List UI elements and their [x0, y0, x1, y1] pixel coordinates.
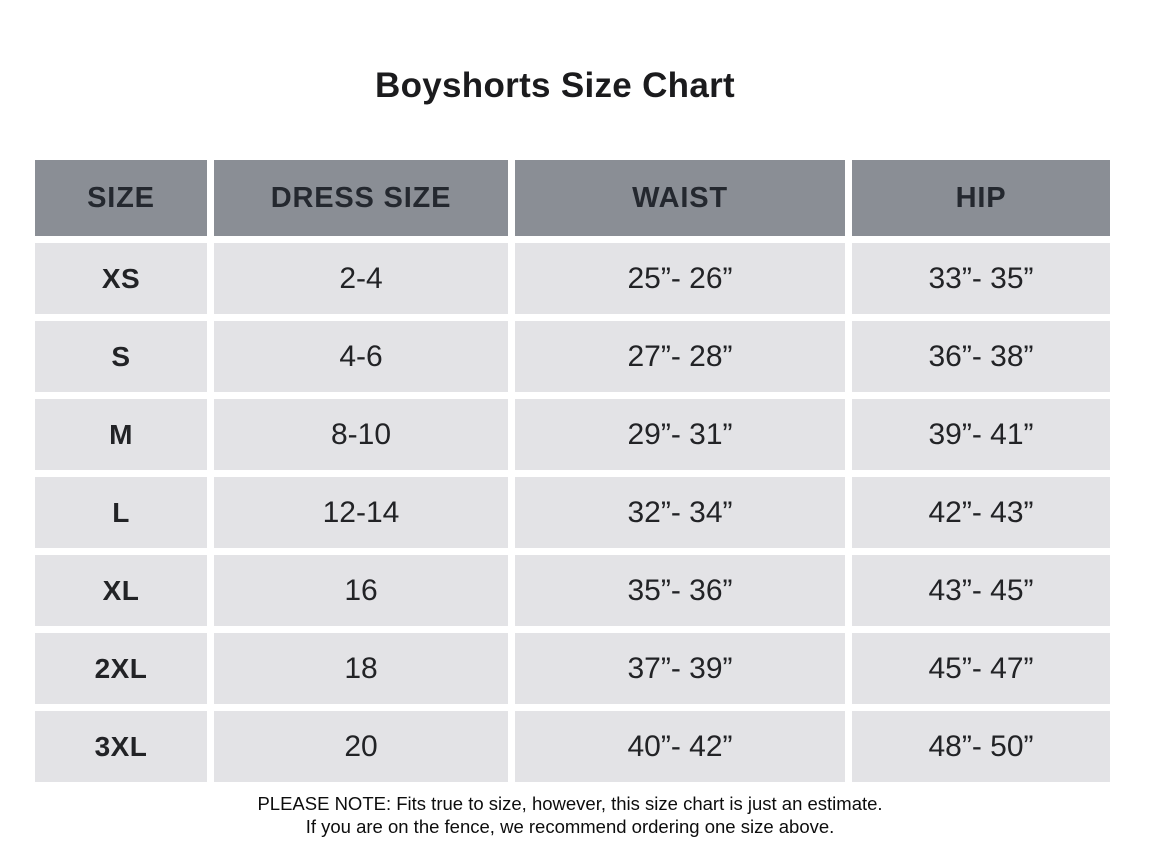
- cell-waist-xl: 35”- 36”: [515, 555, 845, 626]
- cell-size-2xl: 2XL: [35, 633, 207, 704]
- cell-dress-size-s: 4-6: [214, 321, 508, 392]
- cell-hip-l: 42”- 43”: [852, 477, 1110, 548]
- cell-hip-xs: 33”- 35”: [852, 243, 1110, 314]
- header-cell-size: SIZE: [35, 160, 207, 236]
- header-cell-hip: HIP: [852, 160, 1110, 236]
- cell-waist-s: 27”- 28”: [515, 321, 845, 392]
- cell-dress-size-xs: 2-4: [214, 243, 508, 314]
- cell-dress-size-xl: 16: [214, 555, 508, 626]
- cell-size-xs: XS: [35, 243, 207, 314]
- footer-note: PLEASE NOTE: Fits true to size, however,…: [0, 792, 1140, 838]
- header-cell-dress-size: DRESS SIZE: [214, 160, 508, 236]
- cell-size-s: S: [35, 321, 207, 392]
- cell-dress-size-2xl: 18: [214, 633, 508, 704]
- cell-waist-m: 29”- 31”: [515, 399, 845, 470]
- cell-dress-size-m: 8-10: [214, 399, 508, 470]
- cell-size-xl: XL: [35, 555, 207, 626]
- cell-waist-l: 32”- 34”: [515, 477, 845, 548]
- footer-note-line1: PLEASE NOTE: Fits true to size, however,…: [257, 793, 883, 814]
- cell-dress-size-3xl: 20: [214, 711, 508, 782]
- header-cell-waist: WAIST: [515, 160, 845, 236]
- cell-hip-xl: 43”- 45”: [852, 555, 1110, 626]
- cell-hip-s: 36”- 38”: [852, 321, 1110, 392]
- cell-size-m: M: [35, 399, 207, 470]
- cell-waist-2xl: 37”- 39”: [515, 633, 845, 704]
- cell-dress-size-l: 12-14: [214, 477, 508, 548]
- cell-hip-3xl: 48”- 50”: [852, 711, 1110, 782]
- page-title: Boyshorts Size Chart: [375, 66, 735, 105]
- cell-size-3xl: 3XL: [35, 711, 207, 782]
- cell-waist-xs: 25”- 26”: [515, 243, 845, 314]
- footer-note-line2: If you are on the fence, we recommend or…: [305, 816, 835, 838]
- cell-size-l: L: [35, 477, 207, 548]
- cell-hip-2xl: 45”- 47”: [852, 633, 1110, 704]
- cell-waist-3xl: 40”- 42”: [515, 711, 845, 782]
- size-chart-table: SIZE DRESS SIZE WAIST HIP XS 2-4 25”- 26…: [35, 160, 1110, 782]
- cell-hip-m: 39”- 41”: [852, 399, 1110, 470]
